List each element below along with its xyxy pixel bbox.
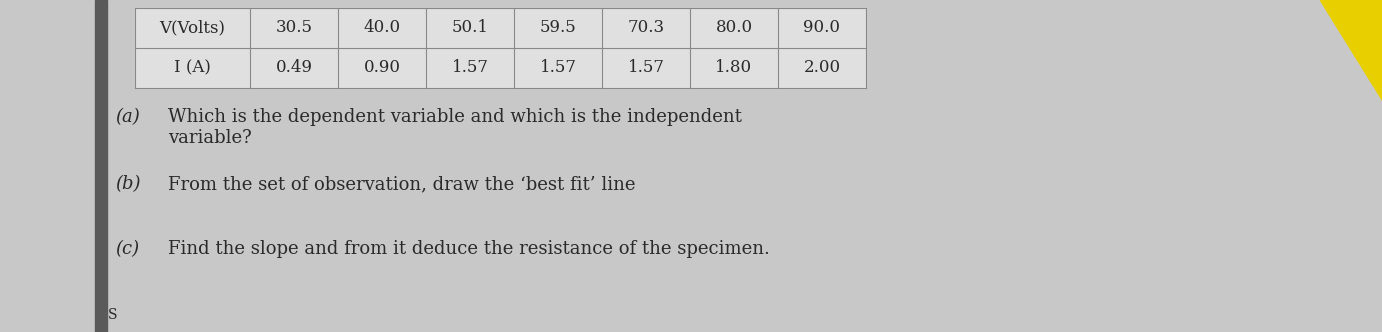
Text: 2.00: 2.00 <box>803 59 840 76</box>
Text: 1.57: 1.57 <box>627 59 665 76</box>
Text: V(Volts): V(Volts) <box>159 20 225 37</box>
Text: 40.0: 40.0 <box>363 20 401 37</box>
Bar <box>135 8 867 88</box>
Polygon shape <box>1320 0 1382 100</box>
Text: S: S <box>108 308 117 322</box>
Text: I (A): I (A) <box>174 59 211 76</box>
Text: (b): (b) <box>115 175 141 193</box>
Text: 80.0: 80.0 <box>716 20 753 37</box>
Text: 0.90: 0.90 <box>363 59 401 76</box>
Text: 50.1: 50.1 <box>452 20 488 37</box>
Text: 90.0: 90.0 <box>803 20 840 37</box>
Text: 1.80: 1.80 <box>716 59 753 76</box>
Text: 1.57: 1.57 <box>539 59 576 76</box>
Text: 1.57: 1.57 <box>452 59 488 76</box>
Text: (c): (c) <box>115 240 140 258</box>
Text: 70.3: 70.3 <box>627 20 665 37</box>
Text: 59.5: 59.5 <box>539 20 576 37</box>
Text: Which is the dependent variable and which is the independent
variable?: Which is the dependent variable and whic… <box>169 108 742 147</box>
Text: 30.5: 30.5 <box>275 20 312 37</box>
Text: Find the slope and from it deduce the resistance of the specimen.: Find the slope and from it deduce the re… <box>169 240 770 258</box>
Bar <box>95 0 106 332</box>
Text: 0.49: 0.49 <box>275 59 312 76</box>
Text: From the set of observation, draw the ‘best fit’ line: From the set of observation, draw the ‘b… <box>169 175 636 193</box>
Text: (a): (a) <box>115 108 140 126</box>
